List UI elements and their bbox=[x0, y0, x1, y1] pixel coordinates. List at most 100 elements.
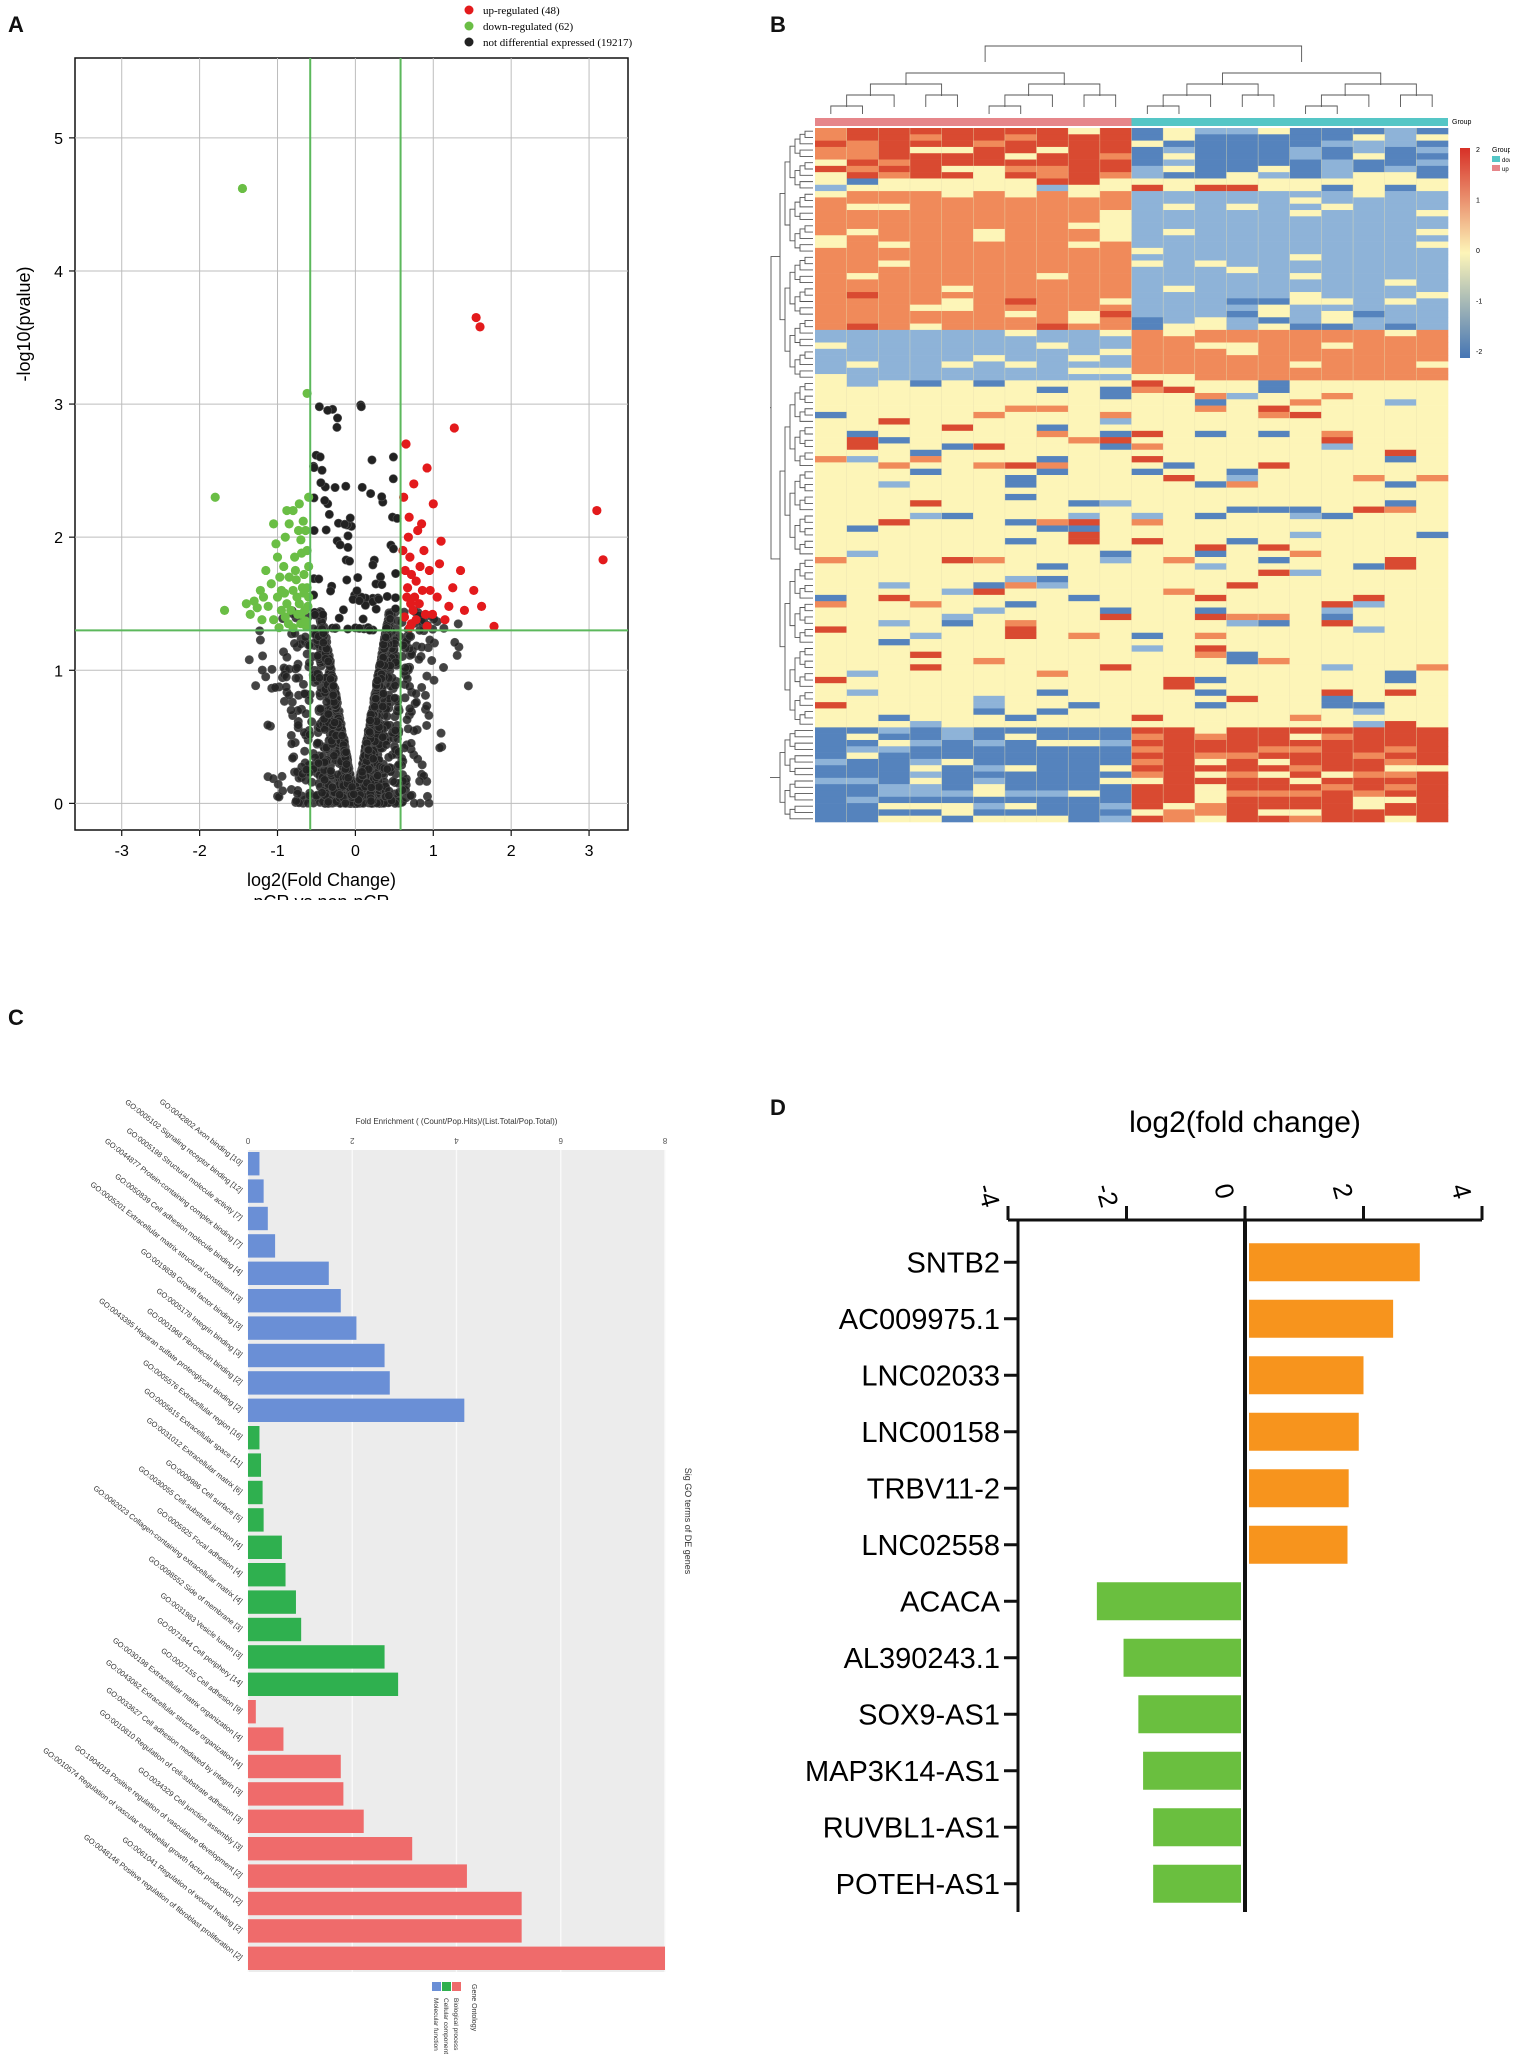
heatmap-cell bbox=[1353, 620, 1385, 627]
heatmap-cell bbox=[1416, 670, 1449, 678]
heatmap-cell bbox=[1416, 563, 1449, 570]
heatmap-cell bbox=[1384, 279, 1417, 287]
heatmap-cell bbox=[1163, 563, 1196, 570]
heatmap-cell bbox=[1321, 727, 1354, 734]
heatmap-cell bbox=[1258, 594, 1291, 602]
heatmap-cell bbox=[1321, 632, 1354, 640]
up-regulated-point bbox=[425, 585, 435, 596]
row-dendrogram-branch bbox=[789, 669, 795, 711]
heatmap-cell bbox=[1131, 771, 1164, 779]
heatmap-cell bbox=[1194, 279, 1227, 287]
heatmap-cell bbox=[1258, 752, 1291, 760]
down-regulated-point bbox=[300, 616, 311, 626]
color-scale-label: -1 bbox=[1476, 299, 1482, 306]
heatmap-cell bbox=[878, 348, 911, 356]
heatmap-cell bbox=[973, 191, 1006, 198]
ns-point bbox=[307, 717, 317, 727]
heatmap-cell bbox=[941, 714, 974, 722]
heatmap-cell bbox=[1321, 569, 1354, 577]
heatmap-cell bbox=[1384, 746, 1417, 753]
ns-point bbox=[333, 413, 343, 423]
heatmap-cell bbox=[973, 405, 1006, 413]
heatmap-cell bbox=[1416, 626, 1449, 634]
heatmap-cell bbox=[941, 752, 974, 760]
gene-label: SNTB2 bbox=[907, 1247, 1000, 1279]
go-term-bar bbox=[248, 1398, 465, 1422]
heatmap-cell bbox=[941, 273, 974, 280]
heatmap-cell bbox=[878, 462, 911, 469]
heatmap-cell bbox=[1416, 342, 1449, 350]
heatmap-cell bbox=[846, 235, 879, 242]
heatmap-cell bbox=[1068, 285, 1101, 293]
down-regulated-point bbox=[272, 552, 283, 562]
row-dendrogram-branch bbox=[789, 208, 795, 242]
down-regulated-point bbox=[280, 532, 290, 542]
heatmap-cell bbox=[846, 639, 879, 646]
heatmap-cell bbox=[973, 279, 1006, 287]
ns-point bbox=[405, 681, 415, 691]
ns-point bbox=[354, 596, 364, 606]
heatmap-cell bbox=[1416, 430, 1449, 438]
heatmap-cell bbox=[1384, 651, 1417, 659]
heatmap-cell bbox=[1004, 531, 1037, 539]
heatmap-cell bbox=[846, 721, 879, 728]
heatmap-cell bbox=[1036, 367, 1069, 375]
heatmap-cell bbox=[1099, 380, 1132, 387]
heatmap-cell bbox=[1289, 456, 1322, 463]
ns-point bbox=[406, 738, 416, 748]
row-dendrogram-branch bbox=[799, 165, 813, 176]
heatmap-cell bbox=[1289, 512, 1322, 520]
ns-point bbox=[390, 693, 400, 703]
heatmap-cell bbox=[1226, 695, 1259, 703]
heatmap-cell bbox=[1163, 487, 1196, 495]
heatmap-cell bbox=[878, 411, 911, 419]
heatmap-cell bbox=[909, 557, 942, 564]
heatmap-cell bbox=[909, 689, 942, 697]
go-y-axis-label: Sig GO terms of DE genes bbox=[683, 1468, 693, 1575]
heatmap-cell bbox=[1258, 456, 1291, 463]
heatmap-cell bbox=[846, 670, 879, 678]
heatmap-cell bbox=[1194, 632, 1227, 640]
heatmap-cell bbox=[1194, 670, 1227, 678]
heatmap-cell bbox=[1353, 405, 1385, 413]
heatmap-cell bbox=[1353, 689, 1385, 697]
heatmap-cell bbox=[878, 639, 911, 646]
column-dendrogram-branch bbox=[1186, 83, 1259, 96]
heatmap-cell bbox=[1321, 437, 1354, 444]
up-regulated-point bbox=[416, 519, 427, 529]
heatmap-cell bbox=[815, 670, 847, 678]
heatmap-cell bbox=[1068, 216, 1101, 223]
heatmap-cell bbox=[1099, 437, 1132, 444]
ns-point bbox=[316, 478, 326, 488]
down-regulated-point bbox=[257, 615, 267, 625]
heatmap-cell bbox=[1226, 310, 1259, 318]
heatmap-cell bbox=[1099, 418, 1132, 425]
heatmap-cell bbox=[1384, 563, 1417, 570]
row-dendrogram-branch bbox=[804, 395, 813, 403]
heatmap-cell bbox=[846, 702, 879, 709]
heatmap-cell bbox=[1163, 380, 1196, 387]
heatmap-cell bbox=[1226, 437, 1259, 444]
heatmap-cell bbox=[1131, 418, 1164, 425]
heatmap-cell bbox=[1131, 620, 1164, 627]
ns-point bbox=[300, 746, 310, 756]
heatmap-cell bbox=[878, 695, 911, 703]
heatmap-cell bbox=[1194, 298, 1227, 305]
heatmap-cell bbox=[1036, 758, 1069, 766]
heatmap-cell bbox=[1036, 178, 1069, 186]
heatmap-cell bbox=[1131, 777, 1164, 785]
row-dendrogram-branch bbox=[804, 162, 813, 170]
heatmap-cell bbox=[941, 241, 974, 249]
heatmap-cell bbox=[1289, 569, 1322, 577]
heatmap-cell bbox=[1384, 222, 1417, 230]
heatmap-cell bbox=[1036, 304, 1069, 312]
heatmap-cell bbox=[1416, 418, 1449, 425]
heatmap-cell bbox=[1416, 361, 1449, 369]
heatmap-cell bbox=[973, 601, 1006, 608]
heatmap-cell bbox=[846, 695, 879, 703]
heatmap-cell bbox=[1321, 575, 1354, 583]
heatmap-cell bbox=[1163, 191, 1196, 198]
go-term-label: GO:0048146 Positive regulation of fibrob… bbox=[82, 1832, 244, 1962]
heatmap-cell bbox=[1353, 153, 1385, 160]
heatmap-cell bbox=[846, 664, 879, 671]
